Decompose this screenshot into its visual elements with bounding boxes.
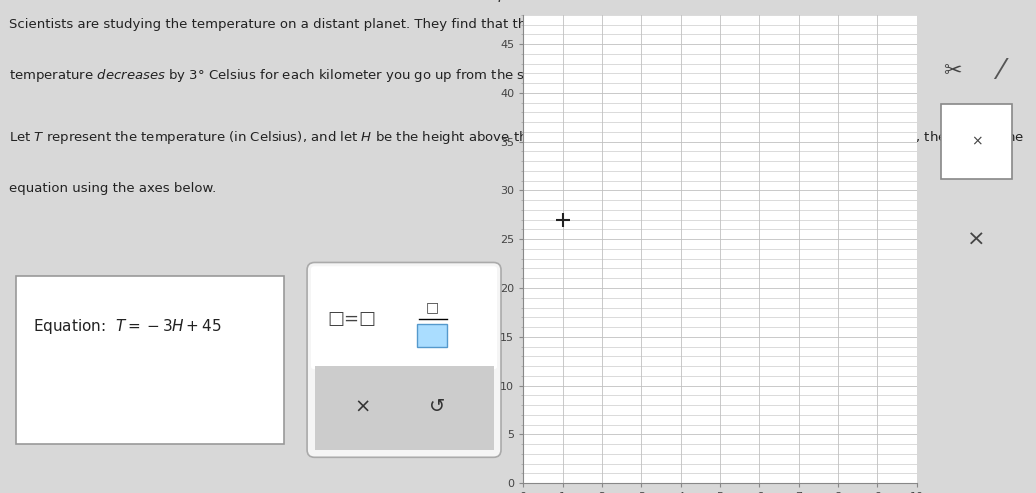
Text: ⁄: ⁄: [998, 57, 1003, 85]
Text: ×: ×: [968, 230, 985, 249]
FancyBboxPatch shape: [941, 104, 1012, 178]
Y-axis label: T: T: [495, 0, 503, 5]
Text: equation using the axes below.: equation using the axes below.: [8, 182, 217, 195]
FancyBboxPatch shape: [307, 262, 501, 458]
Text: ×: ×: [354, 397, 371, 416]
Text: temperature $\it{decreases}$ by 3° Celsius for each kilometer you go up from the: temperature $\it{decreases}$ by 3° Celsi…: [8, 67, 571, 83]
Bar: [315, 365, 493, 450]
Text: ↺: ↺: [429, 397, 445, 416]
Text: Equation:  $T = -3H + 45$: Equation: $T = -3H + 45$: [33, 317, 222, 336]
FancyBboxPatch shape: [311, 266, 497, 369]
Text: Let $T$ represent the temperature (in Celsius), and let $H$ be the height above : Let $T$ represent the temperature (in Ce…: [8, 129, 1025, 145]
Text: ×: ×: [971, 134, 982, 148]
FancyBboxPatch shape: [16, 276, 285, 444]
Text: □=□: □=□: [327, 310, 376, 328]
FancyBboxPatch shape: [418, 324, 447, 347]
Text: Scientists are studying the temperature on a distant planet. They find that the : Scientists are studying the temperature …: [8, 18, 780, 31]
Text: ✂: ✂: [944, 61, 961, 81]
Text: □: □: [426, 300, 438, 315]
